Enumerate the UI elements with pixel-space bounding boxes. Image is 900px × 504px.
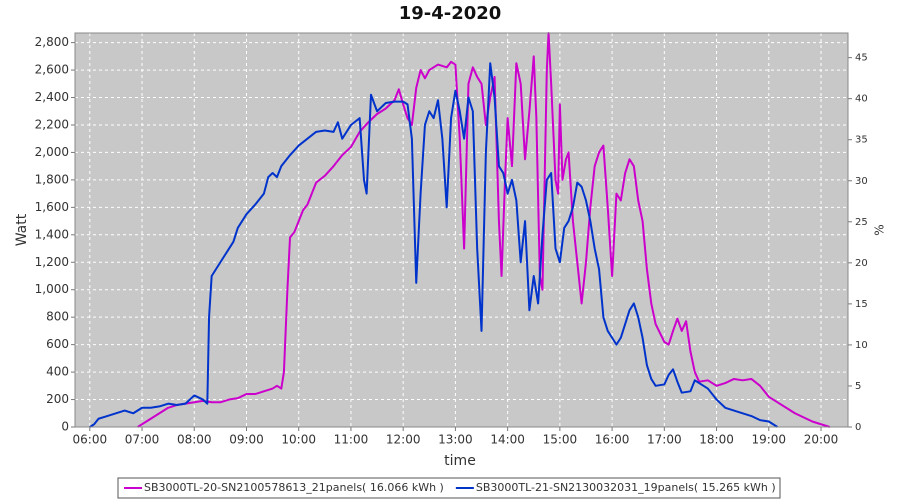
y2-tick-label: 20 <box>855 258 868 269</box>
x-tick-label: 14:00 <box>490 433 525 447</box>
x-tick-label: 16:00 <box>595 433 630 447</box>
x-tick-label: 09:00 <box>229 433 264 447</box>
y-tick-label: 1,000 <box>35 282 69 296</box>
y-tick-label: 2,000 <box>35 145 69 159</box>
y-tick-label: 0 <box>61 420 69 434</box>
y2-tick-label: 40 <box>855 94 868 105</box>
y-tick-label: 2,400 <box>35 90 69 104</box>
y-tick-label: 2,200 <box>35 117 69 131</box>
legend-label: SB3000TL-20-SN2100578613_21panels( 16.06… <box>144 481 444 494</box>
y-tick-label: 2,600 <box>35 63 69 77</box>
x-tick-label: 20:00 <box>804 433 839 447</box>
y2-tick-label: 35 <box>855 135 868 146</box>
x-tick-label: 06:00 <box>73 433 108 447</box>
y2-tick-label: 10 <box>855 340 868 351</box>
y-tick-label: 1,600 <box>35 200 69 214</box>
y-tick-label: 2,800 <box>35 35 69 49</box>
x-axis-label: time <box>444 453 476 469</box>
series-line <box>137 32 831 428</box>
y2-axis-label: % <box>873 224 887 235</box>
x-tick-label: 19:00 <box>751 433 786 447</box>
x-tick-label: 12:00 <box>386 433 421 447</box>
y2-tick-label: 15 <box>855 299 868 310</box>
y-tick-label: 200 <box>46 392 69 406</box>
x-tick-label: 10:00 <box>281 433 316 447</box>
y-tick-label: 600 <box>46 337 69 351</box>
y2-tick-label: 30 <box>855 176 868 187</box>
y2-tick-label: 45 <box>855 53 868 64</box>
x-tick-label: 08:00 <box>177 433 212 447</box>
x-tick-label: 15:00 <box>543 433 578 447</box>
plot-border <box>74 32 849 428</box>
y-tick-label: 1,800 <box>35 172 69 186</box>
legend-label: SB3000TL-21-SN2130032031_19panels( 15.26… <box>476 481 776 494</box>
y-tick-label: 400 <box>46 365 69 379</box>
x-tick-label: 17:00 <box>647 433 682 447</box>
series-line <box>89 62 779 428</box>
y-tick-label: 1,400 <box>35 227 69 241</box>
y2-tick-label: 0 <box>855 422 861 433</box>
y-axis-label: Watt <box>14 213 30 246</box>
chart-title: 19-4-2020 <box>399 3 502 24</box>
y2-tick-label: 5 <box>855 381 861 392</box>
x-tick-label: 18:00 <box>699 433 734 447</box>
legend <box>117 477 781 499</box>
y2-tick-label: 25 <box>855 217 868 228</box>
y-tick-label: 1,200 <box>35 255 69 269</box>
y-tick-label: 800 <box>46 310 69 324</box>
x-tick-label: 13:00 <box>438 433 473 447</box>
x-tick-label: 11:00 <box>334 433 369 447</box>
plot-area <box>75 33 848 427</box>
x-tick-label: 07:00 <box>125 433 160 447</box>
